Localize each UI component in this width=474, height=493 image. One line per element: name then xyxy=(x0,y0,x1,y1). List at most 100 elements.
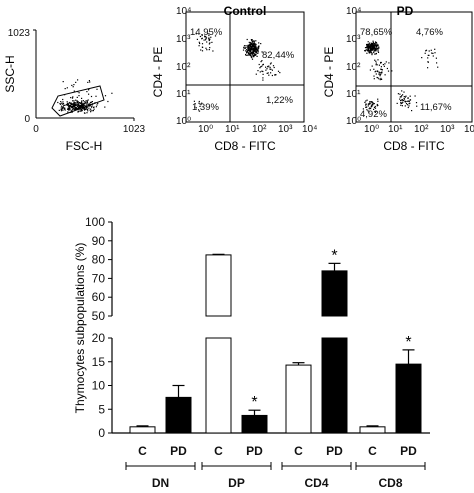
pd-dot xyxy=(365,104,367,106)
bar-dp-c-upper xyxy=(205,254,232,317)
control-dot xyxy=(251,42,253,44)
pd-dot xyxy=(408,105,410,107)
fsc-ssc-dot xyxy=(72,108,74,110)
control-dot xyxy=(199,103,201,105)
pd-title: PD xyxy=(397,4,414,18)
fsc-ssc-dot xyxy=(63,108,66,110)
fsc-ssc-dot xyxy=(72,86,74,88)
pd-dot xyxy=(424,52,426,54)
pd-dot xyxy=(368,50,370,52)
pd-dot xyxy=(373,43,375,45)
control-dot xyxy=(262,77,264,79)
pd-dot xyxy=(374,53,376,55)
control-dot xyxy=(260,66,262,68)
control-dot xyxy=(251,39,253,41)
fsc-ssc-dot xyxy=(69,108,71,110)
pd-dot xyxy=(414,95,416,97)
pd-dot xyxy=(376,44,378,46)
pd-dot xyxy=(402,94,404,96)
pd-dot xyxy=(377,50,379,52)
fsc-ssc-dot xyxy=(73,101,75,104)
fsc-ssc-dot xyxy=(88,104,90,106)
pd-dot xyxy=(367,105,369,107)
pd-dot xyxy=(370,44,372,46)
pd-dot xyxy=(404,100,406,102)
bar-label: C xyxy=(368,444,377,458)
y-tick-label: 5 xyxy=(98,402,105,416)
pd-dot xyxy=(368,43,370,45)
fsc-ssc-dot xyxy=(90,95,93,98)
y-tick-label: 50 xyxy=(92,309,106,323)
pd-dot xyxy=(432,55,434,57)
fsc-ssc-gate xyxy=(51,85,105,117)
fsc-ssc-dot xyxy=(92,110,94,112)
fsc-ssc-dot xyxy=(96,88,98,90)
control-dot xyxy=(256,52,258,54)
fsc-ssc-dot xyxy=(60,110,63,112)
fsc-ssc-ylabel: SSC-H xyxy=(3,55,17,92)
pd-dot xyxy=(372,103,374,105)
pd-dot xyxy=(437,66,439,68)
control-dot xyxy=(253,55,255,57)
pd-dot xyxy=(366,99,368,101)
control-dot-cloud xyxy=(193,33,281,112)
fsc-ssc-dot xyxy=(62,98,64,101)
pd-dot xyxy=(376,76,378,79)
pd-dot xyxy=(374,48,377,50)
fsc-ssc-dot xyxy=(72,96,74,98)
fsc-ssc-dot xyxy=(81,106,84,108)
pd-dot xyxy=(375,45,377,47)
control-dot xyxy=(250,44,252,47)
fsc-ssc-dot xyxy=(78,92,80,94)
pd-dot xyxy=(371,65,373,67)
pd-dot xyxy=(372,104,374,106)
control-dot xyxy=(199,105,201,107)
bar-label: PD xyxy=(400,444,417,458)
fsc-ssc-dot xyxy=(79,102,81,105)
fsc-ssc-dot xyxy=(60,101,62,103)
pd-dot xyxy=(374,105,376,108)
pd-dot xyxy=(428,54,430,56)
fsc-ssc-dot xyxy=(91,106,93,108)
pd-dot xyxy=(401,90,403,92)
fsc-ssc-dot xyxy=(78,102,81,104)
control-dot xyxy=(272,65,275,67)
pd-dot xyxy=(380,61,382,64)
fsc-ssc-dot xyxy=(82,107,84,109)
pd-dot xyxy=(377,100,379,102)
bar-label: C xyxy=(138,444,147,458)
control-dot xyxy=(261,51,263,53)
control-dot xyxy=(268,74,270,76)
pd-dot xyxy=(400,102,402,104)
fsc-ssc-dot xyxy=(95,106,97,108)
control-dot xyxy=(248,44,250,46)
control-dot xyxy=(256,47,258,49)
fsc-ssc-dot xyxy=(78,103,80,105)
pd-dot xyxy=(371,44,373,46)
control-xtick-1e2: 10² xyxy=(252,124,267,135)
fsc-ssc-dot xyxy=(66,103,68,105)
fsc-ssc-dot xyxy=(73,102,75,104)
fsc-ssc-dot xyxy=(78,105,80,107)
fsc-ssc-dot xyxy=(81,101,83,103)
control-dot xyxy=(246,38,248,41)
fsc-ssc-dot xyxy=(82,108,84,110)
control-dot xyxy=(258,45,260,47)
fsc-ssc-dot xyxy=(82,106,85,108)
fsc-ssc-dot xyxy=(83,108,85,110)
control-dot xyxy=(265,69,267,71)
control-dot xyxy=(208,37,210,39)
control-dot xyxy=(193,100,195,102)
control-dot xyxy=(199,35,201,38)
fsc-ssc-dot xyxy=(75,108,77,110)
control-dot xyxy=(262,63,264,65)
fsc-ssc-dot xyxy=(63,104,65,106)
pd-dot xyxy=(411,110,413,112)
fsc-ssc-dot xyxy=(68,106,70,108)
fsc-ssc-dot xyxy=(74,102,76,104)
control-dot xyxy=(208,43,210,45)
pd-dot xyxy=(375,70,377,72)
control-dot xyxy=(257,49,259,51)
fsc-ssc-dot xyxy=(95,95,97,97)
